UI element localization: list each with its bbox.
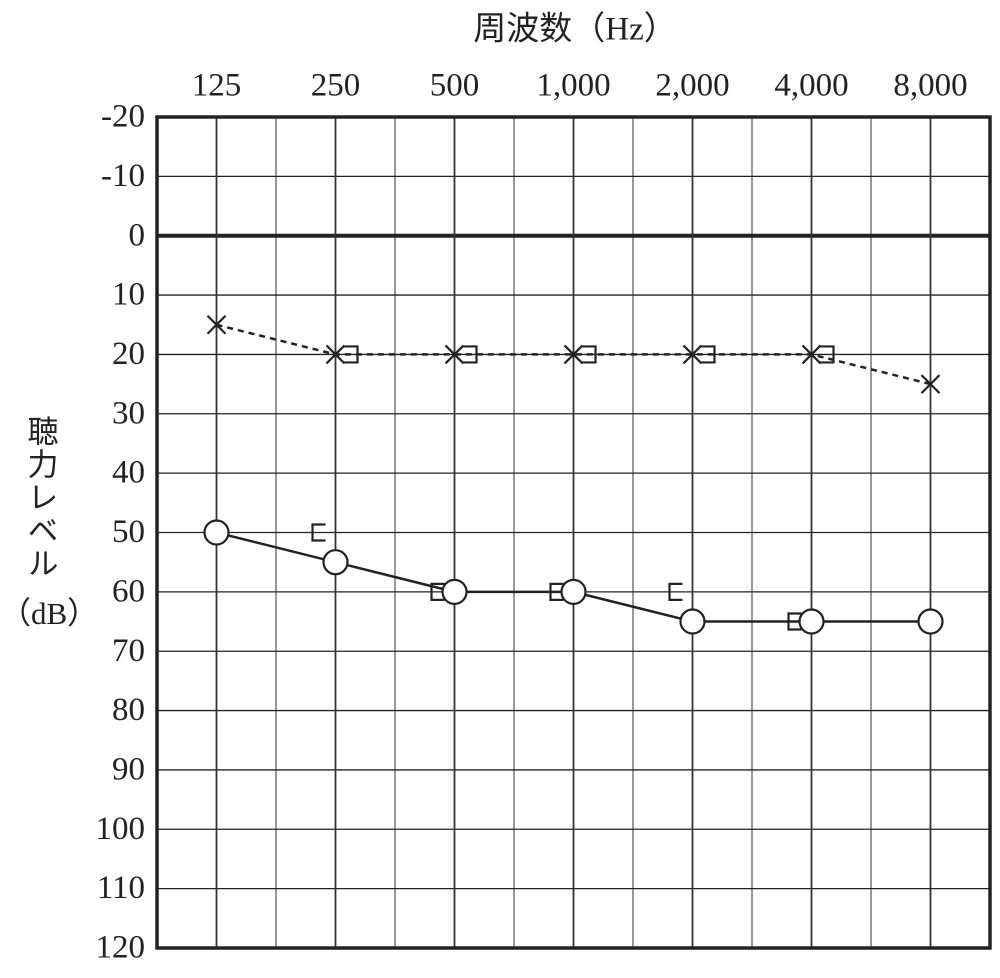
marker-x — [920, 374, 941, 394]
y-axis-unit: （dB） — [0, 596, 99, 631]
y-tick-label: 70 — [112, 633, 145, 669]
y-tick-label: 40 — [112, 455, 145, 491]
marker-circle — [203, 519, 230, 546]
marker-bracket — [344, 345, 359, 364]
marker-circle — [917, 608, 944, 635]
marker-bracket — [787, 612, 802, 631]
y-tick-label: -10 — [101, 158, 145, 194]
y-tick-label: 80 — [112, 692, 145, 728]
y-tick-label: 10 — [112, 277, 145, 313]
marker-bracket — [311, 523, 326, 542]
y-tick-label: 30 — [112, 395, 145, 431]
marker-bracket — [549, 582, 564, 601]
marker-circle — [560, 578, 587, 605]
y-tick-label: 20 — [112, 336, 145, 372]
y-tick-label: 0 — [129, 217, 146, 253]
marker-x — [444, 344, 465, 365]
marker-x — [206, 314, 227, 335]
x-tick-label: 1,000 — [536, 68, 610, 104]
x-tick-label: 125 — [192, 68, 242, 104]
marker-circle — [798, 608, 825, 635]
y-tick-label: 110 — [97, 870, 145, 906]
x-axis-label: 周波数（Hz） — [473, 11, 676, 48]
marker-bracket — [463, 345, 478, 364]
marker-x — [563, 344, 584, 365]
x-tick-label: 8,000 — [893, 68, 967, 104]
marker-x — [801, 344, 822, 365]
y-axis-label: 聴力レベル — [22, 415, 58, 580]
marker-circle — [441, 578, 468, 605]
marker-circle — [679, 608, 706, 635]
y-tick-label: 100 — [96, 811, 146, 847]
marker-bracket — [430, 582, 445, 601]
marker-x — [325, 344, 346, 365]
marker-x — [682, 344, 703, 365]
y-tick-label: -20 — [101, 99, 145, 135]
marker-bracket — [668, 582, 683, 601]
x-tick-label: 2,000 — [655, 68, 729, 104]
y-tick-label: 90 — [112, 752, 145, 788]
marker-bracket — [582, 345, 597, 364]
marker-bracket — [701, 345, 716, 364]
marker-bracket — [820, 345, 835, 364]
x-tick-label: 250 — [311, 68, 361, 104]
x-tick-label: 4,000 — [774, 68, 848, 104]
y-tick-label: 50 — [112, 514, 145, 550]
plot-frame — [155, 115, 992, 950]
x-tick-label: 500 — [430, 68, 480, 104]
y-axis-label-box: 聴力レベル （dB） — [0, 415, 99, 633]
marker-circle — [322, 549, 349, 576]
y-tick-label: 60 — [112, 573, 145, 609]
y-tick-label: 120 — [96, 930, 146, 966]
